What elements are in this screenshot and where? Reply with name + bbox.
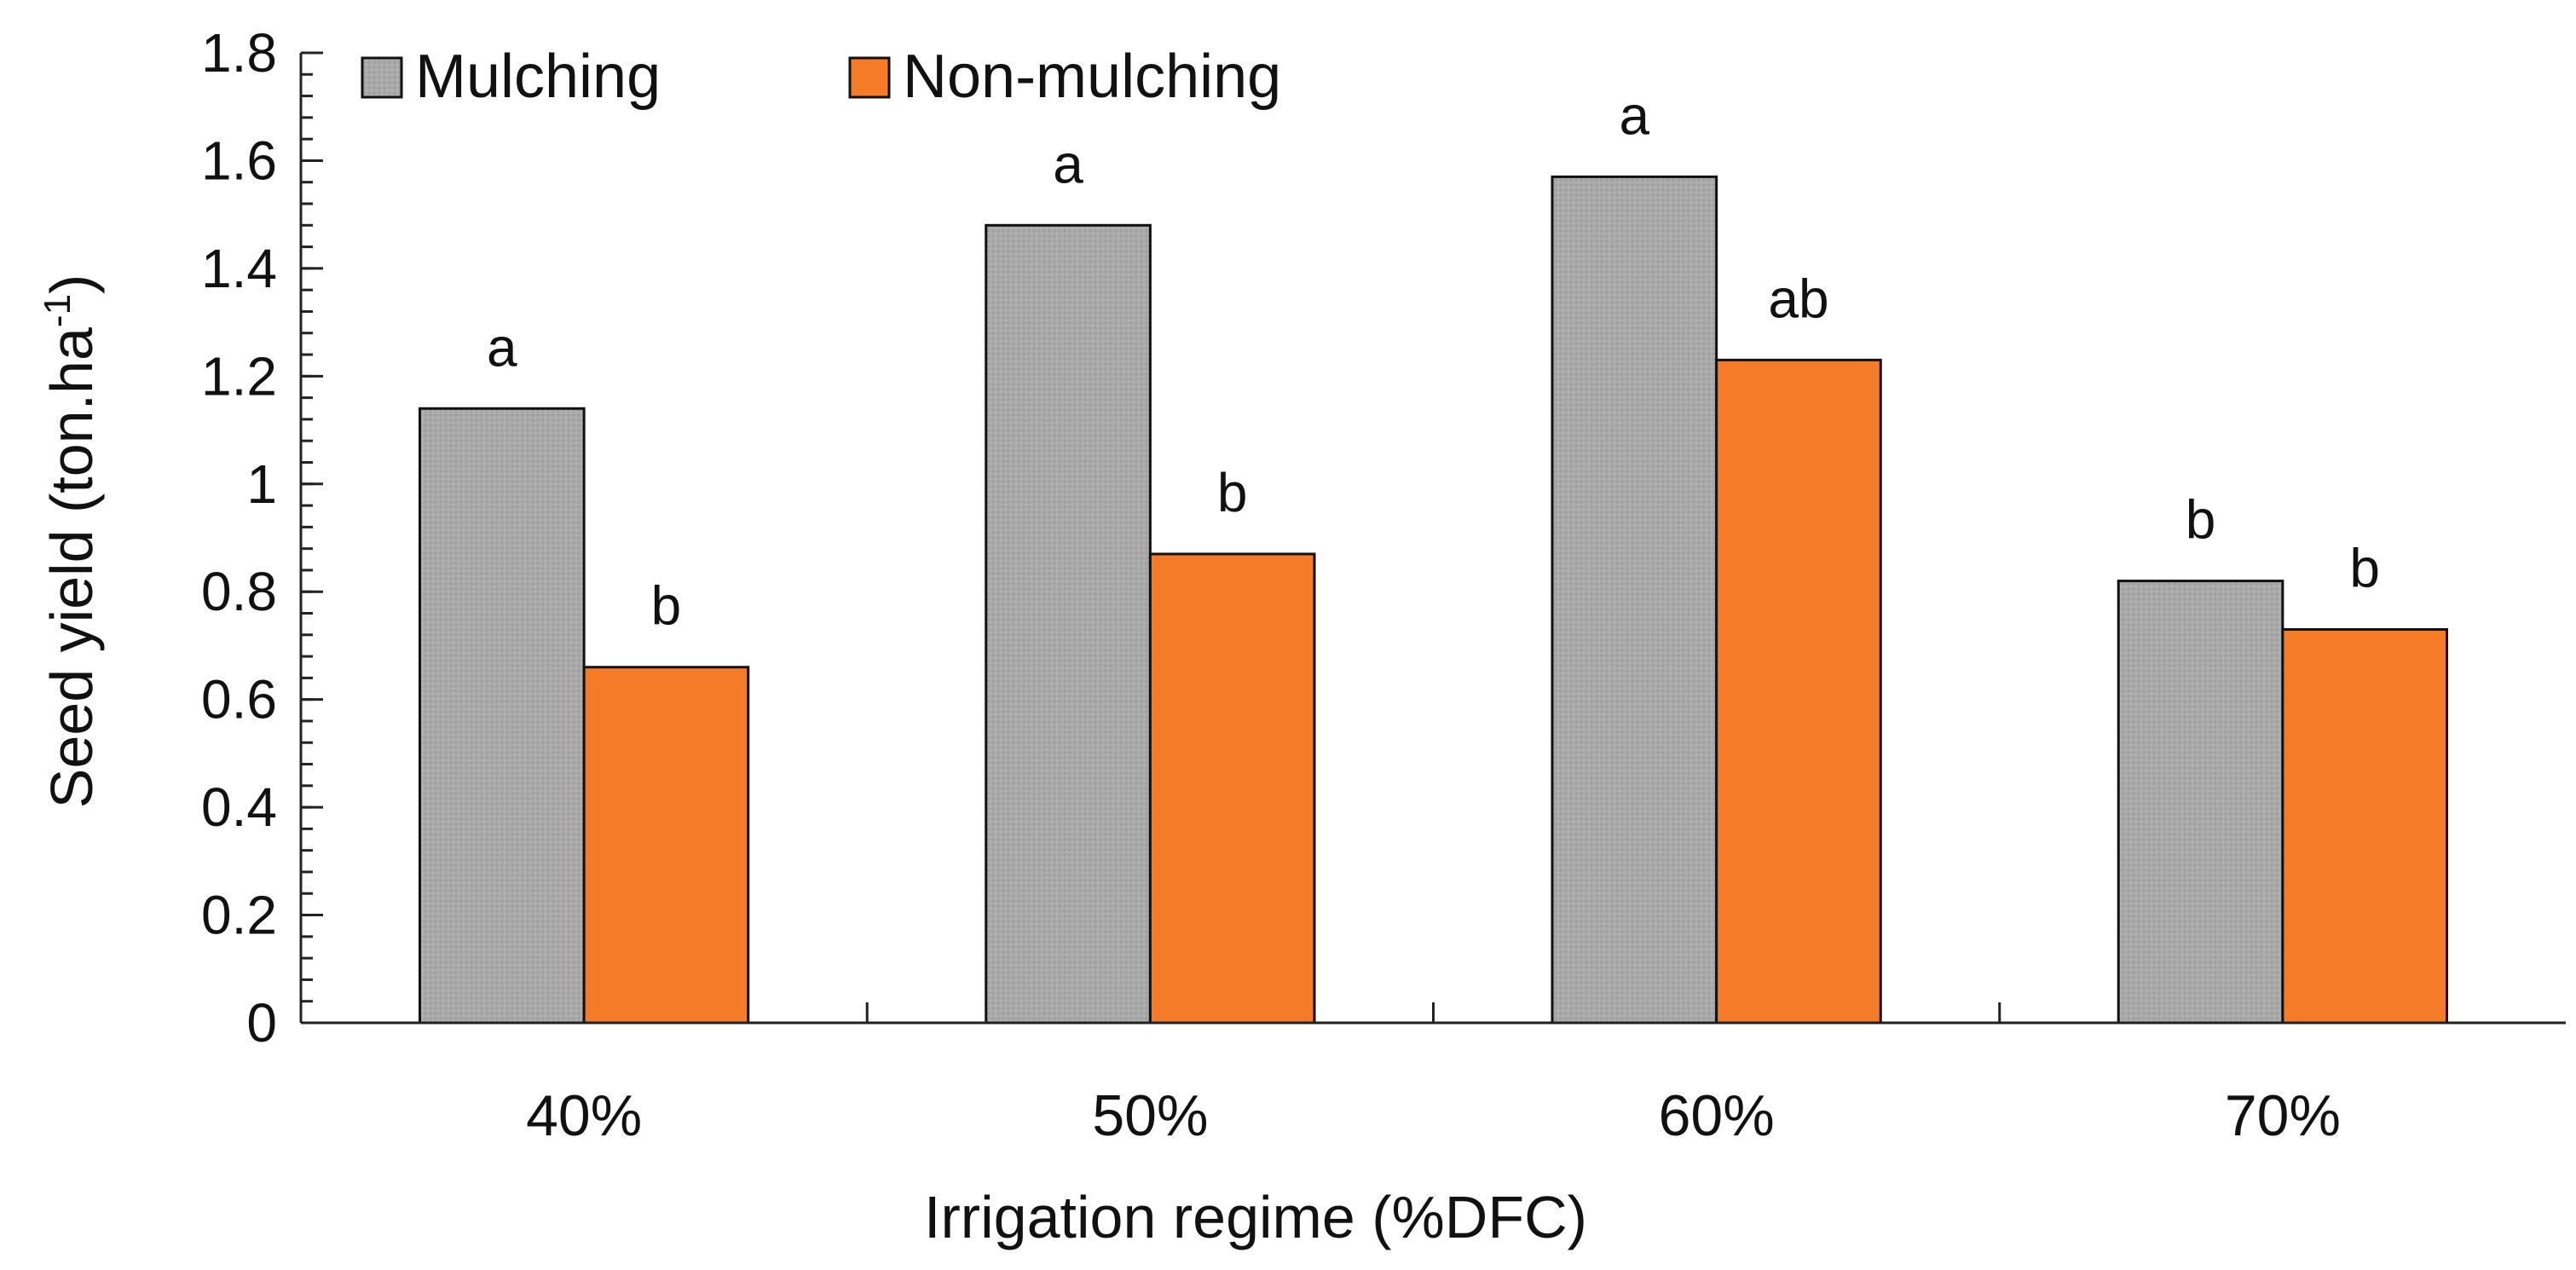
y-axis-title-main: Seed yield (ton.ha [38, 327, 105, 808]
y-tick-label: 0.6 [201, 669, 277, 730]
y-major-ticks [301, 51, 323, 1025]
bar-non-mulching-50pct [1148, 552, 1316, 1025]
x-category-label: 60% [1659, 1083, 1775, 1148]
y-tick-label: 1 [246, 453, 277, 515]
bar-non-mulching-40pct [582, 666, 750, 1025]
legend-label-non-mulching: Non-mulching [903, 43, 1281, 111]
x-category-label: 40% [526, 1083, 642, 1148]
x-category-ticks [865, 1002, 2001, 1023]
y-axis-title-close: ) [38, 274, 105, 294]
significance-letter: a [1053, 133, 1083, 194]
x-category-label: 70% [2225, 1083, 2341, 1148]
y-tick-label: 1.8 [201, 22, 277, 84]
y-tick-label: 1.4 [201, 238, 277, 299]
x-category-label: 50% [1092, 1083, 1208, 1148]
significance-letter: b [2186, 489, 2216, 551]
bar-mulching-70pct [2117, 580, 2284, 1025]
bar-non-mulching-70pct [2281, 627, 2449, 1025]
legend-swatch-non-mulching [848, 56, 891, 99]
bar-mulching-60pct [1551, 175, 1718, 1025]
y-axis-title: Seed yield (ton.ha-1) [37, 274, 105, 809]
x-axis-title: Irrigation regime (%DFC) [924, 1184, 1587, 1250]
y-tick-label: 0.8 [201, 561, 277, 622]
legend-label-mulching: Mulching [415, 43, 661, 111]
y-axis-title-superscript: -1 [37, 294, 78, 327]
y-tick-label: 0.2 [201, 885, 277, 946]
bars-group [418, 175, 2449, 1025]
significance-letter: b [651, 575, 682, 637]
y-minor-ticks [301, 51, 313, 1025]
x-category-labels: 40% 50% 60% 70% [526, 1083, 2341, 1148]
y-tick-label: 0.4 [201, 776, 277, 838]
bar-mulching-50pct [985, 223, 1152, 1025]
y-tick-label: 0 [246, 992, 277, 1054]
significance-letter: b [2349, 537, 2380, 598]
axes [299, 51, 2566, 1025]
y-tick-label: 1.2 [201, 345, 277, 407]
legend: Mulching Non-mulching [361, 43, 1281, 111]
bar-non-mulching-60pct [1715, 358, 1882, 1025]
y-tick-labels: 0 0.2 0.4 0.6 0.8 1 1.2 1.4 1.6 1.8 [201, 22, 277, 1054]
significance-letter: ab [1768, 268, 1828, 329]
significance-letter: a [487, 316, 517, 378]
significance-letter: b [1217, 462, 1248, 523]
bar-mulching-40pct [418, 407, 586, 1025]
legend-swatch-mulching [361, 56, 403, 99]
y-tick-label: 1.6 [201, 130, 277, 191]
significance-letter: a [1620, 84, 1650, 146]
